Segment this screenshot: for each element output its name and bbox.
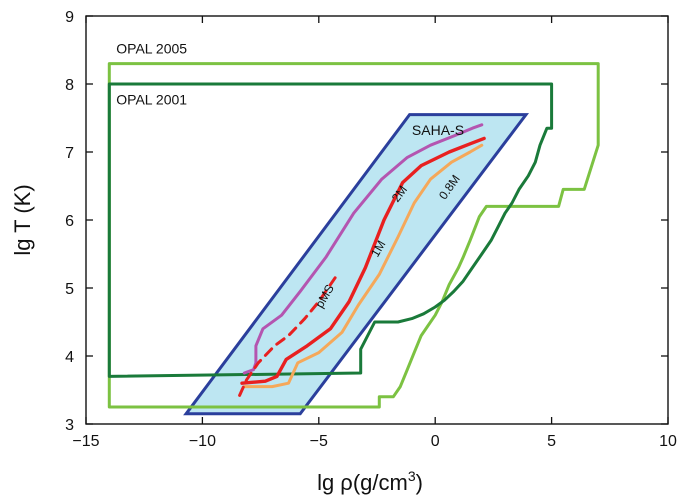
regions-layer [183, 113, 530, 416]
y-tick-label: 7 [65, 145, 74, 162]
y-tick-label: 6 [65, 213, 74, 230]
x-tick-label: 5 [547, 433, 556, 450]
x-axis-label-close: ) [416, 470, 423, 495]
x-axis-label: lg ρ(g/cm3) [317, 468, 423, 495]
series-0-8m [242, 143, 484, 389]
x-tick-label: 10 [659, 433, 677, 450]
series-opal-2005 [107, 62, 600, 409]
series-opal-2001 [107, 82, 554, 378]
series-1m [240, 136, 486, 385]
series-layer [107, 62, 600, 409]
y-tick-label: 8 [65, 77, 74, 94]
y-axis-label: lg T (K) [10, 184, 35, 255]
x-axis-label-main: lg ρ(g/cm [317, 470, 408, 495]
annotation-saha-s: SAHA-S [412, 122, 464, 138]
y-tick-label: 9 [65, 9, 74, 26]
y-tick-label: 5 [65, 281, 74, 298]
y-axis: 3 4 5 6 7 8 9 [65, 9, 668, 434]
annotation-opal-2001: OPAL 2001 [116, 91, 187, 107]
annotation-opal-2005: OPAL 2005 [116, 40, 187, 56]
series-pms [238, 276, 337, 397]
x-axis: −15 −10 −5 0 5 10 [72, 16, 677, 450]
x-tick-label: −10 [189, 433, 216, 450]
y-tick-label: 4 [65, 349, 74, 366]
region-saha-s [183, 113, 530, 416]
series-2m [242, 123, 484, 375]
x-tick-label: −5 [310, 433, 328, 450]
y-tick-label: 3 [65, 417, 74, 434]
x-tick-label: −15 [72, 433, 99, 450]
x-tick-label: 0 [431, 433, 440, 450]
x-axis-label-sup: 3 [408, 468, 416, 484]
